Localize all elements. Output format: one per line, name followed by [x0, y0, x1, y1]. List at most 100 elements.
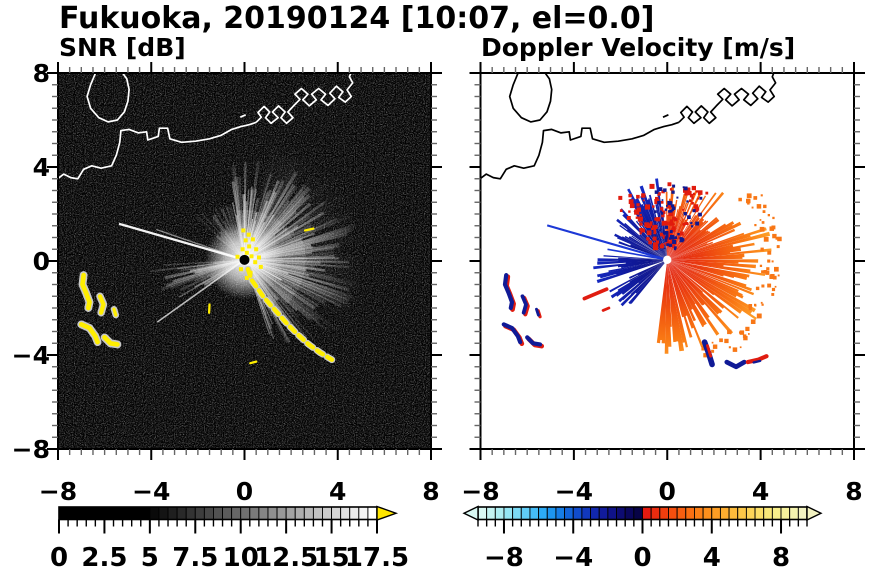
colorbar-cell [745, 506, 756, 520]
colorbar-tick-label: 5 [141, 543, 159, 570]
colorbar-cell [231, 506, 242, 520]
colorbar-cell [754, 506, 765, 520]
colorbar-cell [642, 506, 652, 520]
y-tick-label: 0 [33, 247, 50, 276]
colorbar-cell [763, 506, 773, 520]
colorbar-cell [312, 506, 323, 520]
colorbar-tick-label: 8 [772, 543, 790, 570]
colorbar-cell [555, 506, 566, 520]
island-echo [102, 335, 120, 347]
colorbar-over-arrow [376, 505, 399, 521]
colorbar-cell [581, 506, 592, 520]
colorbar-cell [340, 506, 351, 520]
colorbar-cell [358, 506, 369, 520]
colorbar-tick-label: 2.5 [81, 543, 127, 570]
colorbar-cell [564, 506, 574, 520]
colorbar-cell [607, 506, 617, 520]
x-tick-label: 8 [845, 477, 862, 506]
velocity-blob [745, 354, 769, 365]
coastline [255, 73, 354, 125]
colorbar-cell [529, 506, 540, 520]
doppler-panel [480, 73, 854, 449]
coastline [58, 121, 257, 180]
doppler-speckle [701, 193, 782, 358]
doppler-thin-ray [546, 224, 668, 261]
colorbar-solid-block [59, 507, 150, 520]
colorbar-tick-label: 10 [223, 543, 259, 570]
x-tick-label: 8 [422, 477, 439, 506]
colorbar-under-arrow [462, 505, 479, 522]
colorbar-cell [590, 506, 600, 520]
radar-center-dot [239, 254, 250, 265]
doppler-axes: −8 −4 0 4 8 [461, 62, 865, 506]
colorbar-tick-label: 17.5 [345, 543, 409, 570]
colorbar-cell [702, 506, 713, 520]
y-tick-label: −4 [12, 341, 50, 370]
doppler-echo-fan [656, 259, 734, 354]
echo-chain [245, 267, 335, 362]
doppler-echo-fan [593, 255, 668, 284]
x-tick-label: −8 [461, 477, 499, 506]
colorbar-cell [294, 506, 305, 520]
colorbar-cell [616, 506, 626, 520]
colorbar-cell [598, 506, 609, 520]
velocity-blob [752, 359, 762, 364]
y-tick-label: −8 [12, 435, 50, 464]
colorbar-cell [676, 506, 687, 520]
colorbar-cell [771, 506, 782, 520]
colorbar-cell [303, 506, 314, 520]
colorbar-cell [477, 506, 488, 520]
colorbar-cell [503, 506, 514, 520]
colorbar-cell [322, 506, 333, 520]
echo-dash [303, 227, 315, 232]
colorbar-tick-label: 0 [633, 543, 651, 570]
colorbar-cell [349, 506, 360, 520]
colorbar-tick-label: −8 [484, 543, 524, 570]
colorbar-cell [650, 506, 661, 520]
colorbar-cell [486, 506, 496, 520]
colorbar-cell [685, 506, 695, 520]
x-tick-label: 0 [236, 477, 253, 506]
colorbar-cell [249, 506, 260, 520]
colorbar-cell [194, 506, 205, 520]
echo-dash [249, 360, 258, 365]
colorbar-cell [222, 506, 233, 520]
colorbar-over-arrow [806, 505, 823, 522]
doppler-colorbar: −8 −4 0 4 8 [462, 505, 823, 570]
doppler-thin-ray [607, 248, 668, 261]
colorbar-cell [149, 506, 160, 520]
colorbar-cell [240, 506, 251, 520]
coastline [678, 73, 777, 125]
y-tick-label: 8 [33, 59, 50, 88]
figure-title: Fukuoka, 20190124 [10:07, el=0.0] [59, 1, 655, 36]
island-echo-navy [501, 322, 523, 345]
radar-center-hole [663, 255, 672, 265]
colorbar-cell [185, 506, 196, 520]
colorbar-tick-label: 7.5 [172, 543, 218, 570]
doppler-echo-fan [667, 191, 742, 260]
x-tick-label: 0 [659, 477, 676, 506]
colorbar-cell [719, 506, 730, 520]
doppler-echo-fan [609, 259, 668, 307]
colorbar-cell [659, 506, 669, 520]
doppler-speckle [618, 182, 709, 251]
x-tick-label: −8 [39, 477, 77, 506]
doppler-panel-title: Doppler Velocity [m/s] [481, 33, 796, 62]
colorbar-cell [258, 506, 269, 520]
colorbar-cell [737, 506, 747, 520]
colorbar-cell [668, 506, 678, 520]
y-tick-label: 4 [33, 153, 50, 182]
coastline [662, 114, 669, 118]
x-tick-label: −4 [132, 477, 170, 506]
colorbar-cell [203, 506, 214, 520]
colorbar-tick-label: 0 [50, 543, 68, 570]
colorbar-cell [728, 506, 739, 520]
colorbar-cell [331, 506, 342, 520]
colorbar-cell [538, 506, 548, 520]
island-echo-navy [535, 307, 540, 317]
colorbar-tick-label: 12.5 [254, 543, 318, 570]
velocity-blob [724, 359, 747, 370]
island-coastline [86, 73, 130, 123]
